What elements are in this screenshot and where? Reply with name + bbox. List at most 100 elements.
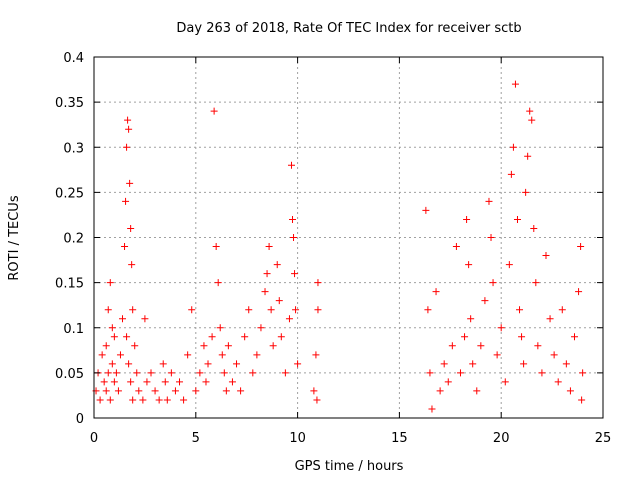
data-point [481,297,489,305]
data-point [208,333,216,341]
data-point [112,369,120,377]
y-tick-label: 0.1 [63,322,84,337]
y-axis-title: ROTI / TECUs [7,195,22,280]
data-point [467,315,475,323]
data-point [249,369,257,377]
data-point [131,342,139,350]
data-point [542,252,550,260]
data-point [104,306,112,314]
data-point [312,351,320,359]
data-point [290,234,298,241]
data-point [456,369,464,377]
data-point [125,360,133,368]
data-point [151,387,159,395]
data-points [92,80,587,413]
data-point [310,387,318,395]
data-point [123,143,131,151]
data-point [577,243,585,251]
data-point [426,369,434,377]
data-point [428,405,436,413]
data-point [277,333,285,341]
data-point [102,387,110,395]
data-point [200,342,208,350]
data-point [501,378,509,386]
data-point [424,306,432,314]
data-point [110,378,118,386]
data-point [440,360,448,368]
data-point [314,279,322,287]
data-point [116,351,124,359]
y-tick-label: 0.2 [63,232,84,247]
data-point [108,324,116,332]
data-point [265,243,273,251]
data-point [237,387,245,395]
data-point [562,360,570,368]
x-tick-label: 10 [289,431,306,446]
data-point [216,324,224,332]
data-point [520,360,528,368]
data-point [469,360,477,368]
data-point [222,387,230,395]
data-point [579,369,587,377]
data-point [210,107,218,115]
data-point [196,369,204,377]
data-point [575,288,583,296]
data-point [253,351,261,359]
data-point [104,369,112,377]
data-point [106,396,114,404]
data-point [123,333,131,341]
data-point [163,396,171,404]
data-point [257,324,265,332]
data-point [473,387,481,395]
data-point [578,396,586,404]
data-point [436,387,444,395]
data-point [125,125,133,133]
data-point [465,261,473,269]
data-point [275,297,283,305]
data-point [127,378,135,386]
data-point [313,396,321,404]
data-point [281,369,289,377]
data-point [124,116,132,124]
y-tick-label: 0.35 [55,96,84,111]
data-point [127,224,135,232]
data-point [121,243,129,251]
y-tick-label: 0 [76,412,84,427]
data-point [570,333,578,341]
data-point [141,315,149,323]
data-point [516,306,524,314]
data-point [461,333,469,341]
data-point [285,315,293,323]
data-point [106,279,114,287]
data-point [511,80,519,88]
data-point [102,342,110,350]
data-point [204,360,212,368]
data-point [214,279,222,287]
x-tick-label: 0 [90,431,98,446]
data-point [129,396,137,404]
data-point [452,243,460,251]
data-point [273,261,281,269]
data-point [161,378,169,386]
data-point [554,378,562,386]
data-point [261,288,269,296]
data-point [233,360,241,368]
data-point [538,369,546,377]
data-point [176,378,184,386]
x-tick-label: 20 [493,431,510,446]
data-point [291,270,299,278]
data-point [532,279,540,287]
data-point [558,306,566,314]
data-point [98,351,106,359]
data-point [432,288,440,296]
data-point [524,152,532,160]
x-tick-label: 5 [192,431,200,446]
data-point [126,179,134,187]
y-tick-label: 0.25 [55,186,84,201]
data-point [509,143,517,151]
data-point [220,369,228,377]
data-point [526,107,534,115]
data-point [119,315,127,323]
data-point [487,234,495,241]
data-point [477,342,485,350]
